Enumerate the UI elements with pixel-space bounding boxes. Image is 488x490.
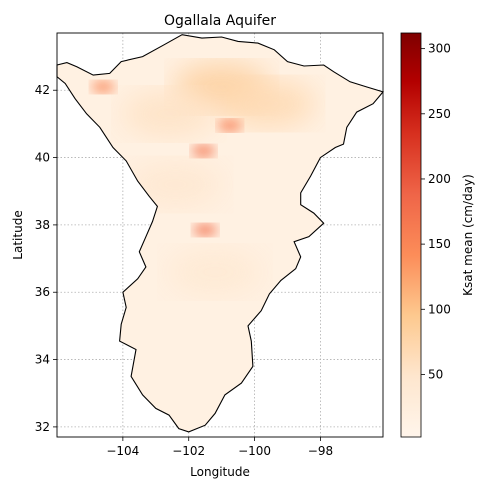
- aquifer-outline: [56, 34, 384, 433]
- aquifer-raster: [56, 34, 384, 433]
- colorbar-tick-label: 100: [428, 302, 451, 316]
- y-axis-ticks: 32 34 36 38 40 42: [35, 83, 57, 434]
- moderate-ksat-patch: [167, 248, 264, 297]
- colorbar-tick-label: 50: [428, 367, 443, 381]
- high-ksat-patch: [217, 119, 242, 132]
- high-ksat-patch: [191, 144, 216, 157]
- high-ksat-patch: [91, 80, 116, 93]
- x-axis-label: Longitude: [190, 465, 250, 479]
- colorbar-label: Ksat mean (cm/day): [461, 174, 475, 296]
- y-tick-label: 40: [35, 151, 50, 165]
- y-axis-label: Latitude: [11, 210, 25, 259]
- colorbar-tick-label: 200: [428, 172, 451, 186]
- moderate-ksat-patch: [127, 160, 224, 209]
- colorbar-tick-label: 300: [428, 42, 451, 56]
- chart-title: Ogallala Aquifer: [164, 13, 276, 29]
- x-tick-label: −102: [172, 444, 205, 458]
- x-tick-label: −98: [308, 444, 333, 458]
- colorbar-tick-label: 250: [428, 107, 451, 121]
- y-tick-label: 38: [35, 218, 50, 232]
- moderate-ksat-patch: [219, 79, 316, 128]
- y-tick-label: 42: [35, 83, 50, 97]
- colorbar-tick-label: 150: [428, 237, 451, 251]
- x-axis-ticks: −104 −102 −100 −98: [106, 437, 333, 458]
- plot-frame: [56, 32, 384, 438]
- aquifer-fill: [57, 34, 383, 432]
- colorbar: [400, 32, 422, 438]
- colorbar-ticks: 50 100 150 200 250 300: [421, 42, 451, 381]
- moderate-ksat-patch: [120, 89, 217, 138]
- x-tick-label: −104: [106, 444, 139, 458]
- y-tick-label: 34: [35, 353, 50, 367]
- x-tick-label: −100: [238, 444, 271, 458]
- high-ksat-patch: [193, 223, 218, 236]
- y-tick-label: 32: [35, 420, 50, 434]
- y-tick-label: 36: [35, 285, 50, 299]
